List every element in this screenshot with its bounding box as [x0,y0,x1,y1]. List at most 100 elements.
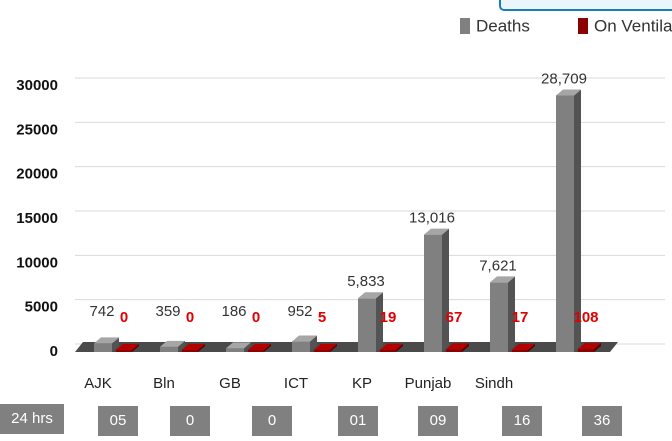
ventilator-label: 19 [380,309,397,326]
bar-front [248,350,264,352]
y-tick-label: 30000 [16,77,58,94]
bar-top [358,292,383,299]
deaths-label: 13,016 [409,210,455,227]
bar [116,344,139,352]
bar-side [462,343,469,352]
bar [160,340,185,352]
bar-top [424,228,449,235]
bar-front [556,95,574,352]
bar [292,335,317,352]
bar-side [376,292,383,352]
row-value: 36 [594,412,611,429]
bar-front [490,282,508,352]
bar [248,344,271,352]
bar [182,344,205,352]
x-tick-label: KP [352,375,372,392]
bar-side [442,228,449,352]
bar-front [358,298,376,352]
bar-side [508,276,515,352]
legend-swatch [460,18,470,34]
bar-side [310,335,317,352]
bar-top [556,89,581,96]
bar-side [574,89,581,352]
row-box [502,406,542,436]
legend-label: Deaths [476,16,530,35]
y-tick-label: 0 [50,343,58,360]
bar-front [116,350,132,352]
bar-front [182,350,198,352]
bar [94,337,119,352]
deaths-label: 5,833 [347,273,385,290]
y-tick-label: 15000 [16,210,58,227]
bar-side [330,343,337,352]
bar [446,343,469,352]
row-value: 09 [430,412,447,429]
bar-side [198,344,205,352]
bar-side [528,343,535,352]
row-label: 24 hrs [11,410,53,427]
legend-label: On Ventilator [594,16,672,35]
bar-top [94,337,119,344]
bar-top [248,344,271,350]
bar-front [94,343,112,352]
bar-top [182,344,205,350]
bar-top [314,343,337,350]
bar [424,228,449,352]
row-value: 0 [186,412,194,429]
deaths-label: 742 [89,303,114,320]
row-value: 0 [268,412,276,429]
deaths-label: 7,621 [479,257,517,274]
row-box [98,406,138,436]
y-tick-label: 10000 [16,254,58,271]
bar [358,292,383,352]
x-tick-label: ICT [284,375,308,392]
ventilator-label: 0 [186,309,194,326]
bar-front [160,346,178,352]
bar-side [396,343,403,352]
bar [512,343,535,352]
bar-side [264,344,271,352]
deaths-label: 952 [287,303,312,320]
bar-front [380,349,396,352]
x-tick-label: Punjab [405,375,452,392]
bar-side [132,344,139,352]
bar-front [292,341,310,352]
bar [556,89,581,352]
bar-top [490,276,515,283]
bar [380,343,403,352]
bar-front [446,349,462,352]
ventilator-label: 17 [512,309,529,326]
row-box [170,406,210,436]
bar-top [116,344,139,350]
bar-side [178,340,185,352]
bar-top [292,335,317,342]
bar [490,276,515,352]
row-value: 05 [110,412,127,429]
x-tick-label: AJK [84,375,112,392]
row-box [252,406,292,436]
bar-front [226,348,244,352]
bar-side [112,337,119,352]
y-tick-label: 20000 [16,166,58,183]
ventilator-label: 0 [252,309,260,326]
bar-front [314,349,330,352]
bar-top [578,343,601,350]
bar-top [380,343,403,350]
ventilator-label: 5 [318,309,326,326]
bar [578,343,601,352]
bar-top [446,343,469,350]
bar-side [594,343,601,352]
ventilator-label: 67 [446,309,463,326]
bar-top [512,343,535,350]
y-tick-label: 25000 [16,121,58,138]
bar-side [244,342,251,352]
bar [226,342,251,352]
deaths-label: 186 [221,303,246,320]
row-box [582,406,622,436]
ventilator-label: 108 [573,309,598,326]
bar [314,343,337,352]
x-tick-label: GB [219,375,241,392]
row-value: 16 [514,412,531,429]
row-label-box [0,404,64,434]
